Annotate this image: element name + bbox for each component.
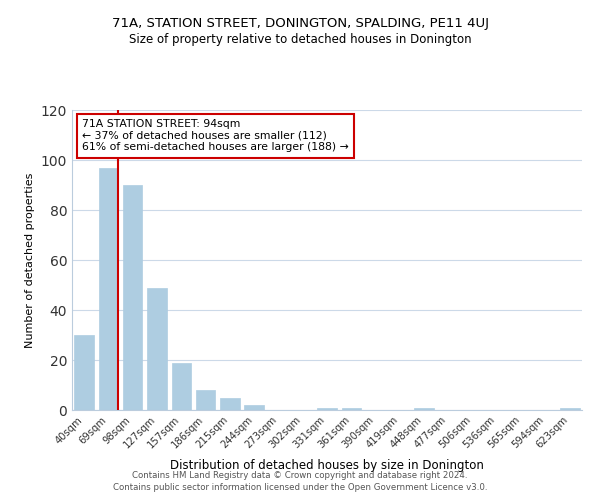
Bar: [172, 362, 191, 410]
Bar: [317, 408, 337, 410]
Text: 71A, STATION STREET, DONINGTON, SPALDING, PE11 4UJ: 71A, STATION STREET, DONINGTON, SPALDING…: [112, 18, 488, 30]
Text: Size of property relative to detached houses in Donington: Size of property relative to detached ho…: [128, 32, 472, 46]
Y-axis label: Number of detached properties: Number of detached properties: [25, 172, 35, 348]
X-axis label: Distribution of detached houses by size in Donington: Distribution of detached houses by size …: [170, 459, 484, 472]
Bar: [341, 408, 361, 410]
Bar: [196, 390, 215, 410]
Bar: [415, 408, 434, 410]
Bar: [74, 335, 94, 410]
Bar: [147, 288, 167, 410]
Bar: [220, 398, 239, 410]
Bar: [244, 405, 264, 410]
Bar: [123, 185, 142, 410]
Bar: [99, 168, 118, 410]
Text: 71A STATION STREET: 94sqm
← 37% of detached houses are smaller (112)
61% of semi: 71A STATION STREET: 94sqm ← 37% of detac…: [82, 119, 349, 152]
Text: Contains HM Land Registry data © Crown copyright and database right 2024.
Contai: Contains HM Land Registry data © Crown c…: [113, 471, 487, 492]
Bar: [560, 408, 580, 410]
